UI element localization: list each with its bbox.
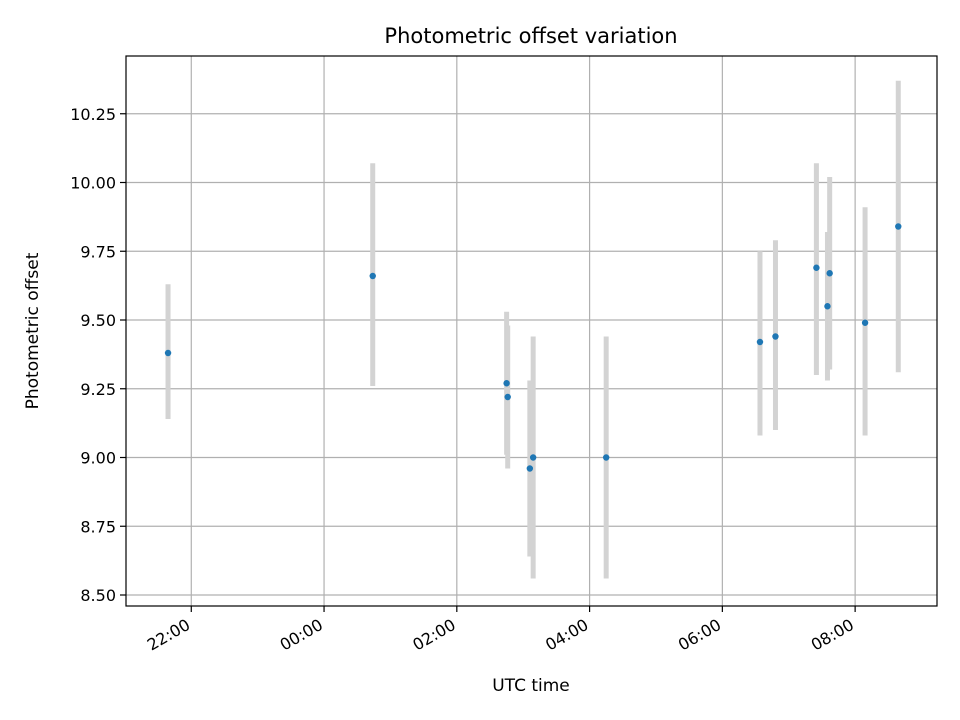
data-point	[813, 264, 820, 271]
data-point	[861, 319, 869, 326]
x-tick-label: 22:00	[144, 615, 193, 655]
y-tick-label: 9.00	[80, 449, 116, 468]
data-point	[826, 270, 833, 277]
data-point	[164, 349, 172, 357]
data-point	[824, 303, 831, 310]
y-tick-label: 9.75	[80, 242, 116, 261]
x-tick-label: 08:00	[808, 615, 857, 655]
data-point	[602, 454, 610, 461]
y-tick-label: 8.50	[80, 586, 116, 605]
y-axis-label: Photometric offset	[23, 252, 43, 409]
data-point	[369, 272, 376, 280]
data-point	[895, 223, 902, 230]
data-point	[504, 393, 511, 401]
plot-frame	[125, 55, 938, 607]
y-tick-label: 8.75	[80, 517, 116, 536]
x-tick-label: 00:00	[277, 615, 326, 655]
data-point	[503, 380, 510, 387]
y-tick-label: 10.25	[70, 105, 116, 124]
axis-ticks: 22:00 00:00 02:00 04:00 06:00 08:00 8.50 8.75 9.…	[70, 105, 857, 655]
data-point	[526, 465, 534, 472]
y-tick-label: 10.00	[70, 174, 116, 193]
y-tick-label: 9.50	[80, 311, 116, 330]
grid	[126, 56, 937, 606]
data-points	[164, 223, 902, 472]
y-tick-label: 9.25	[80, 380, 116, 399]
x-tick-label: 06:00	[675, 615, 724, 655]
error-bars	[165, 80, 901, 579]
data-point	[756, 338, 764, 346]
chart-title: Photometric offset variation	[384, 24, 677, 48]
data-point	[529, 454, 537, 461]
x-tick-label: 04:00	[542, 615, 591, 655]
x-axis-label: UTC time	[492, 676, 570, 696]
x-tick-label: 02:00	[409, 615, 458, 655]
data-point	[772, 333, 779, 340]
